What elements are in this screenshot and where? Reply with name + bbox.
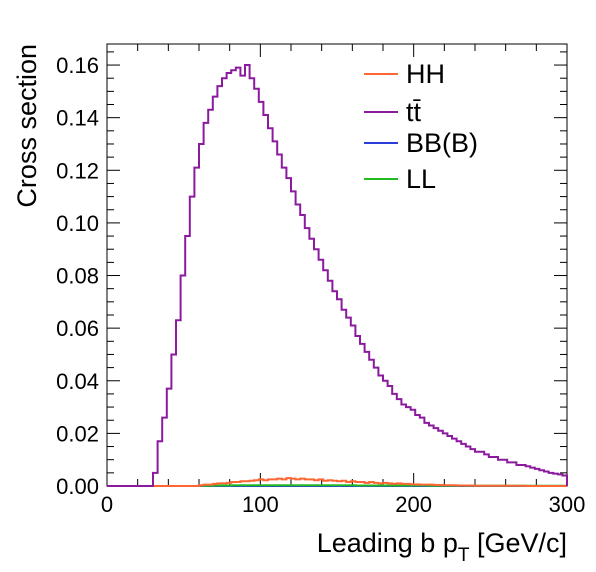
x-tick-label: 300	[549, 492, 586, 517]
plot-frame	[106, 43, 568, 487]
y-tick-label: 0.00	[56, 474, 99, 499]
x-axis-label-subscript: T	[458, 545, 470, 566]
legend-label-tt: tt̄	[406, 97, 422, 127]
y-tick-label: 0.08	[56, 264, 99, 289]
y-tick-label: 0.04	[56, 369, 99, 394]
y-tick-label: 0.06	[56, 316, 99, 341]
y-tick-label: 0.02	[56, 421, 99, 446]
x-axis-label-unit: [GeV/c]	[469, 528, 567, 558]
x-axis: 0 100 200 300	[101, 44, 585, 517]
series-layer	[107, 64, 568, 487]
series-hh-line	[107, 477, 567, 487]
x-tick-label: 0	[101, 492, 113, 517]
y-axis-label: Cross section	[12, 44, 42, 208]
legend-label-ll: LL	[406, 164, 436, 194]
y-tick-label: 0.12	[56, 158, 99, 183]
series-tt-line	[107, 64, 568, 487]
y-tick-label: 0.14	[56, 106, 99, 131]
y-tick-label: 0.10	[56, 211, 99, 236]
x-tick-label: 100	[242, 492, 279, 517]
y-axis: 0.00 0.02 0.04 0.06 0.08 0.10 0.12 0.14 0.16	[56, 51, 567, 499]
x-axis-label: Leading b pT [GeV/c]	[317, 528, 567, 566]
x-tick-label: 200	[395, 492, 432, 517]
legend: HH tt̄BB(B) LL	[364, 59, 478, 194]
legend-label-hh: HH	[406, 59, 445, 89]
legend-label-bbb: BB(B)	[406, 128, 478, 158]
x-axis-label-main: Leading b p	[317, 528, 458, 558]
y-tick-label: 0.16	[56, 53, 99, 78]
